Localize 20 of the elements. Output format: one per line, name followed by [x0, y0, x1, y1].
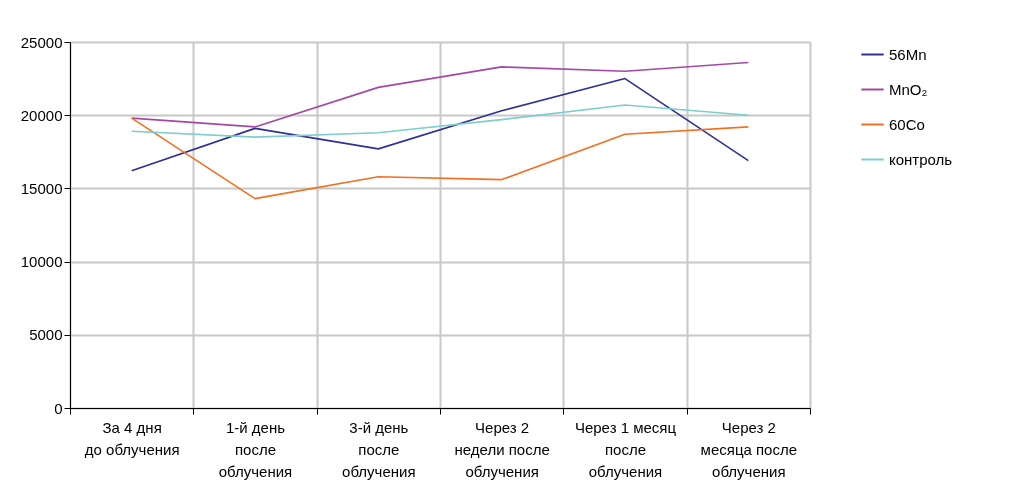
legend-label: MnO₂ — [889, 80, 928, 98]
line-series — [130, 117, 750, 200]
x-tick-label: 3-й день после облучения — [342, 418, 416, 480]
legend-label: 56Mn — [889, 45, 927, 63]
x-tick-label: Через 2 месяца после облучения — [700, 418, 798, 480]
line-series — [130, 104, 750, 138]
line-series — [130, 61, 750, 128]
legend-label: контроль — [889, 150, 953, 168]
x-tick-label: За 4 дня до облучения — [84, 418, 180, 458]
line-series — [130, 77, 750, 172]
y-tick-label: 15000 — [20, 179, 63, 197]
x-tick-label: 1-й день после облучения — [218, 418, 293, 480]
y-tick-label: 25000 — [20, 33, 63, 51]
x-tick-label: Через 1 месяц после облучения — [574, 418, 677, 480]
y-tick-label: 10000 — [20, 253, 63, 271]
x-tick-label: Через 2 недели после облучения — [454, 418, 550, 480]
y-tick-label: 5000 — [29, 326, 63, 344]
y-tick-label: 20000 — [20, 106, 63, 124]
y-tick-label: 0 — [54, 399, 63, 417]
legend-label: 60Co — [889, 115, 925, 133]
